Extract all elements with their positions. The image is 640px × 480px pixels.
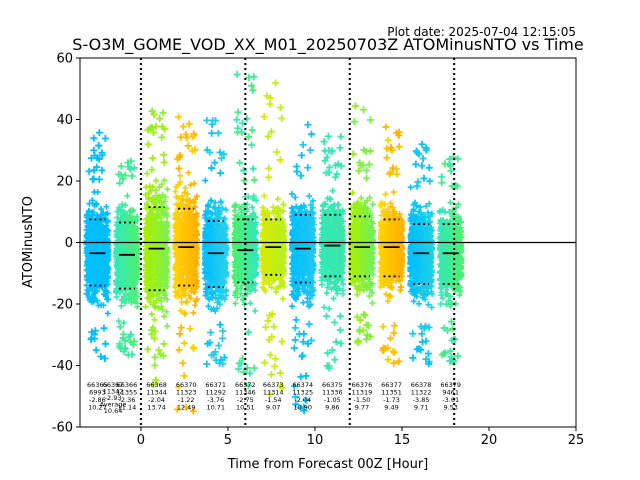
outlier-point <box>90 134 98 142</box>
series-group-0 <box>83 129 112 363</box>
data-point <box>100 210 107 217</box>
data-point <box>85 271 92 278</box>
data-point <box>100 268 107 275</box>
scatter-layer <box>83 70 465 415</box>
chart-title: S-O3M_GOME_VOD_XX_M01_20250703Z ATOMinus… <box>72 35 583 55</box>
outlier-point <box>91 327 99 335</box>
data-point <box>86 294 93 301</box>
data-point <box>101 287 108 294</box>
data-point <box>86 207 93 214</box>
data-point <box>118 302 125 309</box>
outlier-point <box>98 166 106 174</box>
data-point <box>91 202 98 209</box>
data-point <box>84 259 91 266</box>
data-point <box>102 275 109 282</box>
data-point <box>89 238 96 245</box>
data-point <box>90 264 97 271</box>
outlier-point <box>101 355 109 363</box>
data-point <box>90 298 97 305</box>
data-point <box>85 232 92 239</box>
data-point <box>86 287 93 294</box>
data-point <box>103 232 110 239</box>
series-group-1 <box>112 157 141 359</box>
outlier-point <box>89 175 97 183</box>
data-point <box>91 189 98 196</box>
outlier-point <box>95 129 103 137</box>
outlier-point <box>92 346 100 354</box>
data-point <box>104 310 111 317</box>
outlier-point <box>95 155 103 163</box>
data-point <box>83 282 90 289</box>
data-point <box>103 203 110 210</box>
outlier-point <box>101 135 109 143</box>
plot-date: Plot date: 2025-07-04 12:15:05 <box>387 25 576 39</box>
data-point <box>98 302 105 309</box>
data-point <box>92 258 99 265</box>
data-point <box>84 226 91 233</box>
data-point <box>102 218 109 225</box>
data-point <box>96 238 103 245</box>
data-point <box>98 206 105 213</box>
data-point <box>85 253 92 260</box>
outlier-point <box>95 175 103 183</box>
data-point <box>92 228 99 235</box>
data-point <box>85 247 92 254</box>
data-point <box>115 318 122 325</box>
data-point <box>105 296 112 303</box>
outlier-point <box>91 152 99 159</box>
outlier-point <box>93 163 101 171</box>
data-point <box>88 235 95 242</box>
data-point <box>94 218 101 225</box>
outlier-point <box>85 167 93 175</box>
data-point <box>87 222 94 229</box>
data-point <box>88 256 95 263</box>
data-point <box>92 289 99 296</box>
data-point <box>104 244 111 251</box>
data-point <box>90 273 97 280</box>
data-point <box>103 282 110 289</box>
outlier-point <box>98 149 106 157</box>
data-point <box>95 273 102 280</box>
data-point <box>97 228 104 235</box>
data-point <box>102 265 109 272</box>
data-point <box>103 258 110 265</box>
outlier-point <box>95 142 103 150</box>
outlier-point <box>97 352 105 360</box>
outlier-point <box>102 340 110 348</box>
data-point <box>95 221 102 228</box>
data-point <box>100 261 107 268</box>
data-point <box>94 297 101 304</box>
data-point <box>120 319 127 326</box>
outlier-point <box>100 324 108 332</box>
data-point <box>99 283 106 290</box>
data-point <box>84 291 91 298</box>
outlier-point <box>87 335 95 343</box>
